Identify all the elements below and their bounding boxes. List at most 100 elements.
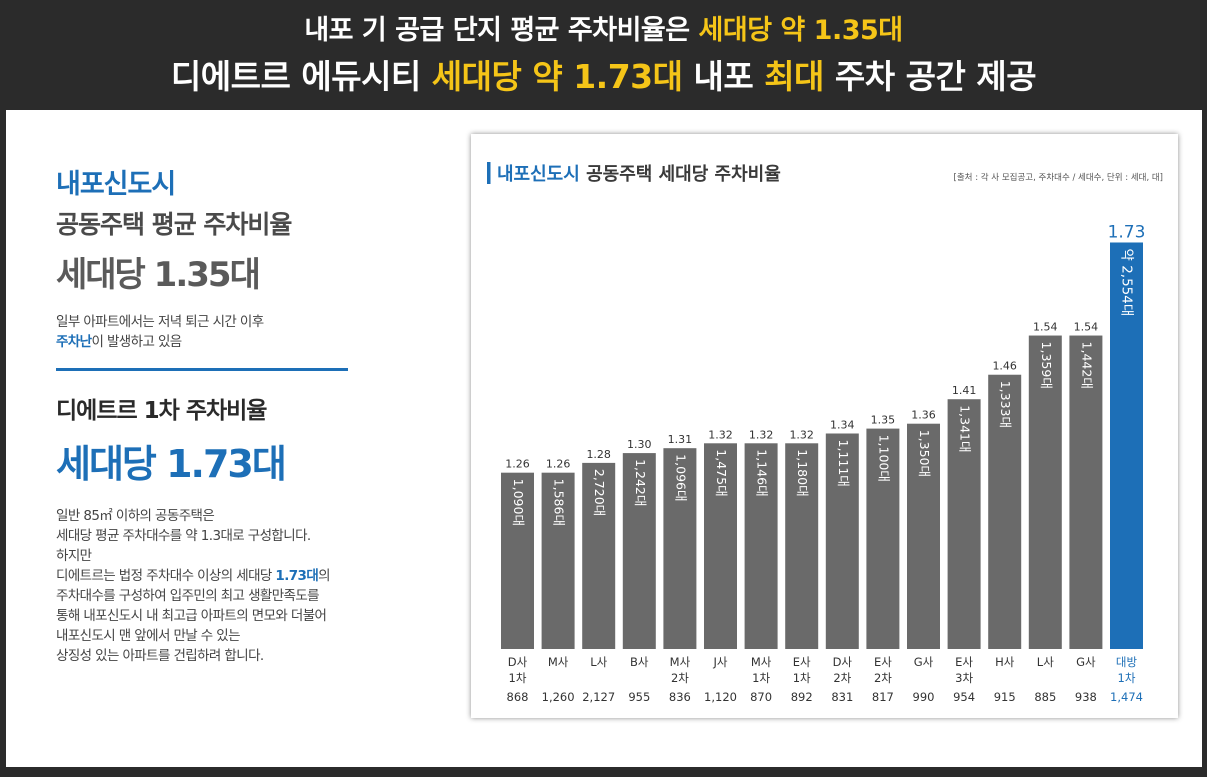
average-note: 일부 아파트에서는 저녁 퇴근 시간 이후 주차난이 발생하고 있음	[56, 312, 416, 352]
dietre-ratio-title: 디에트르 1차 주차비율	[56, 398, 267, 424]
bar-2	[541, 472, 575, 649]
category-company-14: L사	[1037, 655, 1054, 669]
category-company-4: B사	[630, 655, 649, 669]
summary-column: 내포신도시 공동주택 평균 주차비율 세대당 1.35대 일부 아파트에서는 저…	[56, 162, 416, 666]
bar-spaces-label-3: 2,720대	[592, 469, 607, 516]
dietre-note-line-4-pre: 디에트르는 법정 주차대수 이상의 세대당	[56, 568, 276, 584]
bar-ratio-label-11: 1.36	[911, 409, 936, 422]
content-panel: 내포신도시 공동주택 평균 주차비율 세대당 1.35대 일부 아파트에서는 저…	[6, 110, 1202, 767]
bar-spaces-label-4: 1,242대	[633, 459, 648, 506]
bar-spaces-label-6: 1,475대	[714, 449, 729, 496]
category-units-14: 885	[1034, 690, 1056, 704]
bar-ratio-label-9: 1.34	[830, 419, 855, 432]
category-units-12: 954	[953, 690, 975, 704]
average-ratio-value: 세대당 1.35대	[56, 255, 261, 295]
headline-line-1: 내포 기 공급 단지 평균 주차비율은 세대당 약 1.35대	[0, 8, 1207, 47]
bar-spaces-label-7: 1,146대	[755, 449, 770, 496]
headline-2-highlight-a: 세대당 약 1.73대	[431, 57, 683, 96]
bar-16	[1110, 242, 1143, 649]
bar-ratio-label-15: 1.54	[1074, 321, 1099, 334]
dietre-ratio-inline: 1.73대	[275, 568, 319, 584]
bar-5	[663, 448, 697, 649]
category-phase-8: 1차	[793, 671, 811, 685]
bar-ratio-label-5: 1.31	[668, 433, 693, 446]
bar-spaces-label-2: 1,586대	[552, 479, 567, 526]
chart-bars: 1.26 1,090대 D사 1차 868 1.26 1,586대 M사 1,260 1.28 2,…	[501, 222, 1145, 704]
bar-15	[1069, 335, 1103, 649]
category-phase-5: 2차	[671, 671, 689, 685]
bar-ratio-label-16: 1.73	[1108, 222, 1146, 242]
dietre-note-line-7: 내포신도시 맨 앞에서 만날 수 있는	[56, 628, 241, 644]
bar-12	[947, 399, 981, 649]
category-units-7: 870	[750, 690, 772, 704]
category-units-15: 938	[1075, 690, 1097, 704]
bar-spaces-label-9: 1,111대	[836, 440, 851, 487]
dietre-note-line-4-post: 의	[318, 568, 330, 584]
city-title: 내포신도시	[56, 169, 176, 200]
average-note-line-2-rest: 이 발생하고 있음	[91, 334, 182, 350]
bar-ratio-label-6: 1.32	[708, 428, 733, 441]
headline-1-highlight: 세대당 약 1.35대	[698, 15, 904, 46]
bar-spaces-label-11: 1,350대	[917, 430, 932, 477]
average-note-line-1: 일부 아파트에서는 저녁 퇴근 시간 이후	[56, 314, 264, 330]
bar-10	[866, 428, 900, 649]
bar-6	[704, 443, 737, 649]
bar-ratio-label-8: 1.32	[789, 428, 814, 441]
category-phase-12: 3차	[955, 671, 973, 685]
dietre-note-line-5: 주차대수를 구성하여 입주민의 최고 생활만족도를	[56, 588, 320, 604]
category-units-10: 817	[872, 690, 894, 704]
chart-title-marker	[487, 162, 491, 184]
bar-spaces-label-12: 1,341대	[958, 405, 973, 452]
bar-ratio-label-3: 1.28	[586, 448, 611, 461]
dietre-note-line-2: 세대당 평균 주차대수를 약 1.3대로 구성합니다.	[56, 528, 311, 544]
category-company-16: 대방	[1116, 655, 1138, 669]
bar-1	[501, 472, 534, 649]
category-company-10: E사	[874, 655, 892, 669]
bar-13	[988, 374, 1022, 649]
category-units-8: 892	[791, 690, 813, 704]
category-units-16: 1,474	[1110, 690, 1143, 704]
category-units-1: 868	[507, 690, 529, 704]
chart-card: 내포신도시 공동주택 세대당 주차비율 [출처 : 각 사 모집공고, 주차대수…	[471, 134, 1178, 718]
bar-ratio-label-7: 1.32	[749, 428, 774, 441]
category-units-5: 836	[669, 690, 691, 704]
bar-4	[622, 453, 656, 649]
bar-9	[825, 433, 859, 649]
headline-2-text-c: 주차 공간 제공	[823, 57, 1037, 96]
category-company-13: H사	[995, 655, 1015, 669]
bar-3	[582, 462, 616, 649]
bar-spaces-label-8: 1,180대	[795, 449, 810, 496]
dietre-note-line-8: 상징성 있는 아파트를 건립하려 합니다.	[56, 648, 264, 664]
parking-ratio-chart: 내포신도시 공동주택 세대당 주차비율 [출처 : 각 사 모집공고, 주차대수…	[487, 162, 1163, 704]
category-phase-10: 2차	[874, 671, 892, 685]
bar-14	[1028, 335, 1062, 649]
bar-spaces-label-10: 1,100대	[876, 435, 891, 482]
dietre-note: 일반 85㎡ 이하의 공동주택은 세대당 평균 주차대수를 약 1.3대로 구성…	[56, 506, 416, 666]
category-company-3: L사	[590, 655, 607, 669]
section-divider	[56, 368, 348, 371]
bar-11	[907, 423, 940, 649]
average-note-line-2: 주차난이 발생하고 있음	[56, 332, 416, 352]
headline-1-text: 내포 기 공급 단지 평균 주차비율은	[304, 15, 699, 46]
bar-8	[785, 443, 819, 649]
headline-2-text-b: 내포	[682, 57, 765, 96]
bar-ratio-label-13: 1.46	[992, 360, 1017, 373]
category-company-7: M사	[751, 655, 772, 669]
category-units-2: 1,260	[542, 690, 575, 704]
headline-2-text-a: 디에트르 에듀시티	[170, 57, 432, 96]
chart-title-text: 공동주택 세대당 주차비율	[580, 164, 781, 185]
category-company-6: J사	[713, 655, 728, 669]
category-company-5: M사	[670, 655, 691, 669]
category-units-11: 990	[913, 690, 935, 704]
bar-spaces-label-13: 1,333대	[998, 381, 1013, 428]
category-phase-7: 1차	[752, 671, 770, 685]
category-units-4: 955	[628, 690, 650, 704]
bar-spaces-label-15: 1,442대	[1079, 342, 1094, 389]
category-company-15: G사	[1076, 655, 1096, 669]
bar-ratio-label-4: 1.30	[627, 438, 652, 451]
chart-title-city: 내포신도시	[497, 164, 580, 185]
average-ratio-title: 공동주택 평균 주차비율	[56, 210, 292, 239]
bar-spaces-label-16: 약 2,554대	[1119, 248, 1135, 316]
bar-spaces-label-5: 1,096대	[673, 454, 688, 501]
category-company-1: D사	[508, 655, 528, 669]
